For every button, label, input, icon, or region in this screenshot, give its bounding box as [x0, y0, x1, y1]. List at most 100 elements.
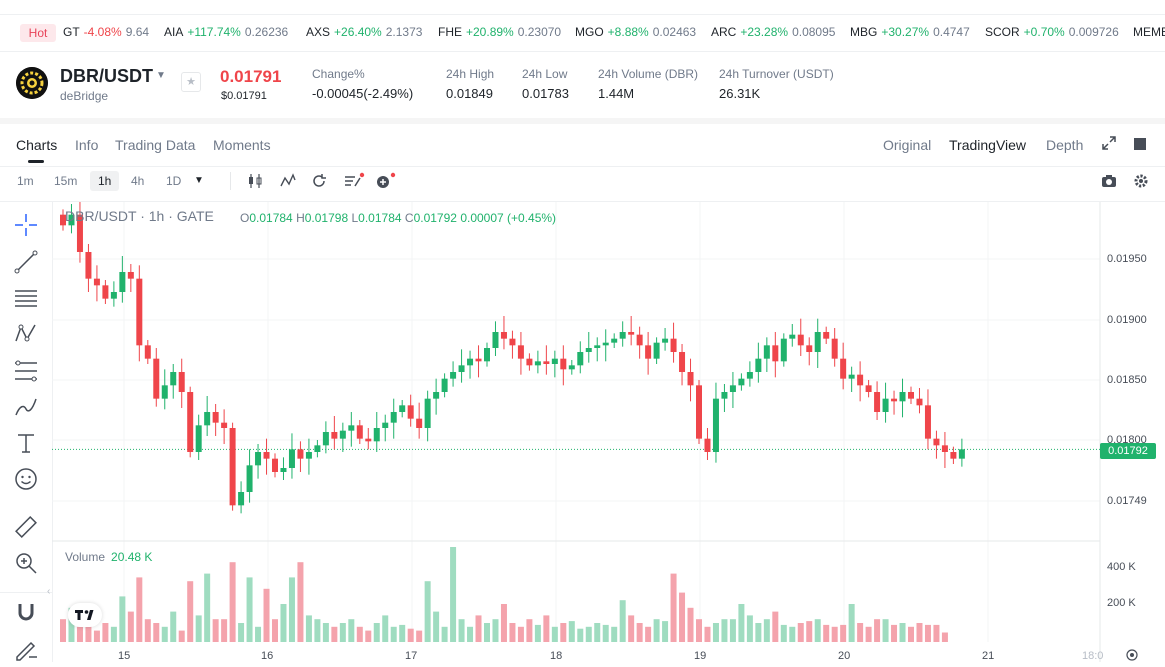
volume-value: 1.44M [598, 86, 635, 101]
volume-bar [738, 604, 745, 642]
camera-icon[interactable] [1100, 172, 1118, 190]
emoji-icon[interactable] [13, 466, 39, 492]
fullscreen-icon[interactable] [1102, 136, 1116, 155]
favorite-star-icon[interactable]: ★ [181, 72, 201, 92]
ticker-symbol: GT [63, 25, 80, 39]
volume-bar [941, 632, 948, 642]
candle [170, 372, 177, 386]
candle [670, 338, 677, 352]
fib-icon[interactable] [13, 358, 39, 384]
hot-badge[interactable]: Hot [20, 24, 56, 42]
ticker-item[interactable]: MEME [1133, 25, 1165, 39]
vol-tick: 400 K [1107, 561, 1136, 573]
volume-bar [933, 624, 940, 642]
ticker-item[interactable]: SCOR +0.70% 0.009726 [985, 25, 1119, 39]
ticker-item[interactable]: MBG +30.27% 0.4747 [850, 25, 970, 39]
timeframe-dropdown-icon[interactable]: ▼ [194, 175, 204, 186]
candle [331, 432, 338, 439]
pair-dropdown-icon[interactable]: ▼ [156, 70, 166, 81]
volume-bar [755, 623, 762, 642]
candle [874, 392, 881, 412]
volume-bar [891, 624, 898, 642]
candle [611, 338, 618, 343]
ticker-symbol: AIA [164, 25, 184, 39]
timeframe-1h[interactable]: 1h [90, 171, 120, 191]
candle [161, 385, 168, 399]
candle [204, 412, 211, 426]
pair-title[interactable]: DBR/USDT [60, 66, 153, 86]
legend-c-label: C [404, 211, 414, 225]
ticker-item[interactable]: AIA +117.74% 0.26236 [164, 25, 288, 39]
text-tool-icon[interactable] [13, 430, 39, 456]
brush-icon[interactable] [13, 394, 39, 420]
volume-bar [161, 626, 168, 642]
candle [568, 365, 575, 370]
candle [280, 468, 287, 472]
ticker-item[interactable]: AXS +26.40% 2.1373 [306, 25, 422, 39]
tab-charts[interactable]: Charts [16, 137, 58, 153]
ticker-change: +30.27% [881, 25, 930, 39]
ticker-change: +8.88% [607, 25, 649, 39]
timeframe-4h[interactable]: 4h [131, 174, 145, 188]
indicators-icon[interactable] [279, 172, 297, 190]
low-label: 24h Low [522, 67, 568, 81]
view-tradingview[interactable]: TradingView [949, 137, 1027, 153]
volume-bar [467, 626, 474, 642]
candle [857, 374, 864, 386]
volume-bar [424, 581, 431, 642]
volume-bar [865, 626, 872, 642]
volume-bar [170, 611, 177, 642]
ticker-item[interactable]: ARC +23.28% 0.08095 [711, 25, 835, 39]
layout-icon[interactable] [1134, 138, 1146, 150]
collapse-tools-icon[interactable]: ‹ [47, 586, 51, 597]
volume-bar [619, 600, 626, 642]
add-icon[interactable] [375, 172, 396, 190]
volume-bar [653, 619, 660, 642]
timeframe-1d[interactable]: 1D [166, 174, 182, 188]
tab-info[interactable]: Info [75, 137, 99, 153]
tradingview-logo[interactable] [68, 603, 102, 627]
candle [814, 332, 821, 352]
price-chart[interactable] [52, 202, 1165, 662]
crosshair-icon[interactable] [13, 212, 39, 238]
ticker-item[interactable]: MGO +8.88% 0.02463 [575, 25, 696, 39]
timeframe-1m[interactable]: 1m [17, 174, 34, 188]
view-depth[interactable]: Depth [1046, 137, 1084, 153]
view-original[interactable]: Original [883, 137, 932, 153]
horizontal-lines-icon[interactable] [13, 285, 39, 311]
settings-gear-icon[interactable] [1132, 172, 1150, 190]
chart-settings-icon[interactable] [1125, 648, 1139, 667]
ticker-price: 2.1373 [385, 25, 423, 39]
candle [831, 338, 838, 359]
volume-bar [76, 626, 83, 642]
ticker-price: 0.02463 [652, 25, 697, 39]
volume-bar [348, 619, 355, 642]
replay-icon[interactable] [310, 172, 328, 190]
templates-icon[interactable] [343, 172, 365, 190]
ruler-icon[interactable] [13, 514, 39, 540]
magnet-icon[interactable] [13, 599, 39, 625]
candle [382, 422, 389, 428]
chart-legend-title: DBR/USDT · 1h · GATE [65, 208, 214, 224]
ticker-item[interactable]: GT -4.08% 9.64 [63, 25, 149, 39]
chart-grid [52, 202, 1100, 642]
zoom-in-icon[interactable] [13, 550, 39, 576]
candle [433, 392, 440, 399]
lock-drawing-icon[interactable] [13, 635, 39, 661]
tab-moments[interactable]: Moments [213, 137, 271, 153]
candle [136, 278, 143, 346]
volume-bar [517, 626, 524, 642]
tab-trading-data[interactable]: Trading Data [115, 137, 196, 153]
trend-line-icon[interactable] [13, 249, 39, 275]
candle [840, 358, 847, 379]
candle [941, 445, 948, 452]
volume-bar [704, 626, 711, 642]
pattern-icon[interactable] [13, 321, 39, 347]
volume-bar [916, 623, 923, 642]
volume-bar [594, 623, 601, 642]
volume-bar [221, 619, 228, 642]
ticker-item[interactable]: FHE +20.89% 0.23070 [438, 25, 561, 39]
candle-type-icon[interactable] [246, 172, 264, 190]
timeframe-15m[interactable]: 15m [54, 174, 78, 188]
candle [653, 342, 660, 359]
